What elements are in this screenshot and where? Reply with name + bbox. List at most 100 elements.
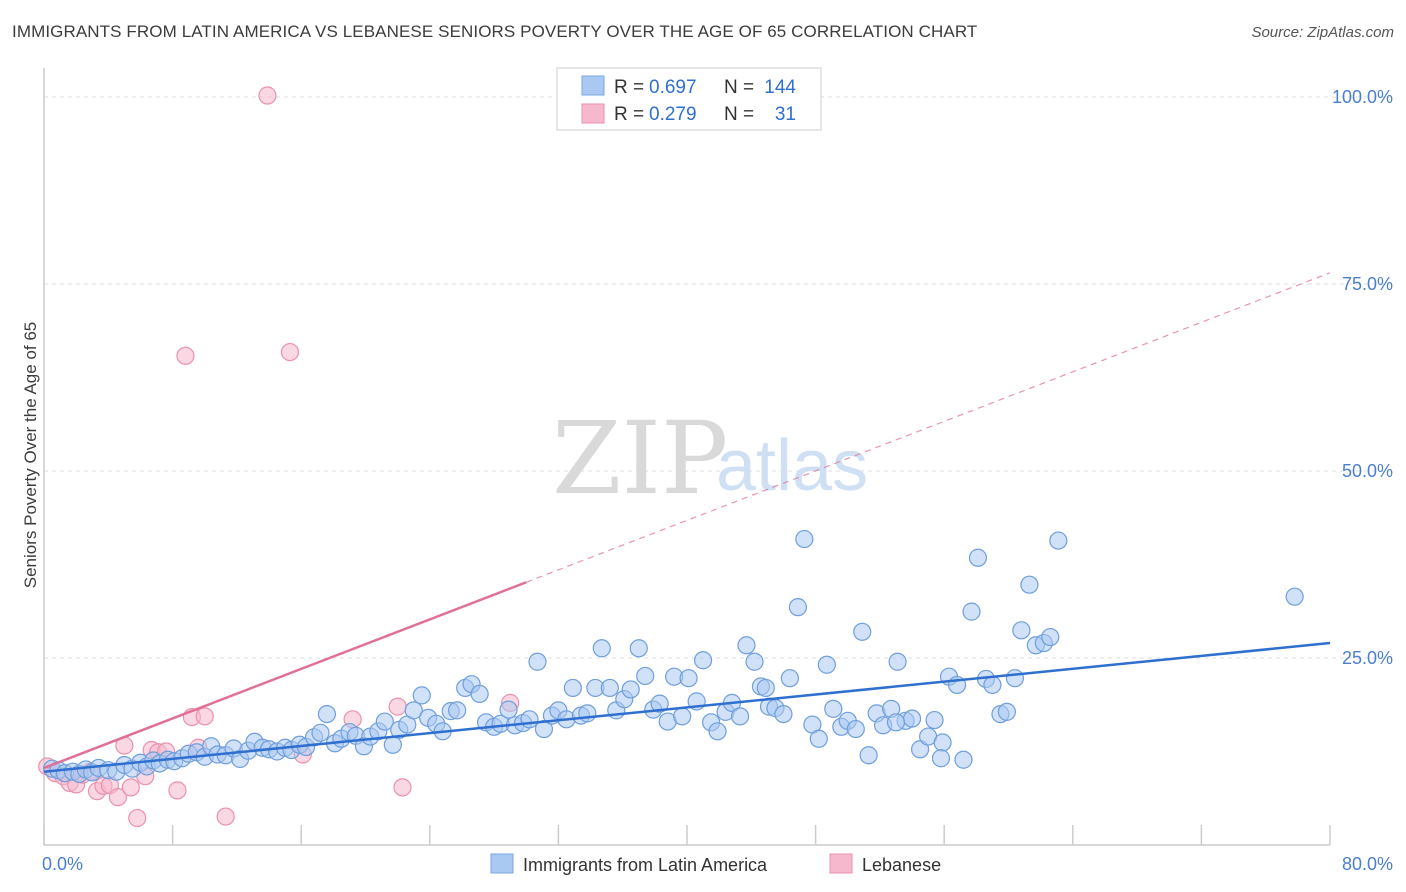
latin-america-point — [499, 700, 518, 719]
legend: R = 0.697 N = 144 R = 0.279 N = 31 — [556, 67, 822, 131]
legend-r-value-2: 0.279 — [649, 104, 697, 125]
chart-source: Source: ZipAtlas.com — [1251, 24, 1394, 41]
chart-title: IMMIGRANTS FROM LATIN AMERICA VS LEBANES… — [12, 22, 978, 41]
latin-america-point — [600, 678, 619, 698]
latin-america-point — [578, 704, 597, 723]
latin-america-point — [997, 702, 1016, 721]
bottom-legend-label-lebanese: Lebanese — [862, 855, 941, 875]
y-tick-label-2: 75.0% — [1342, 274, 1393, 294]
axes — [43, 68, 1331, 846]
latin-america-point — [774, 704, 793, 724]
lebanese-point — [168, 781, 187, 800]
latin-america-point — [730, 707, 750, 726]
latin-america-point — [933, 733, 952, 752]
latin-america-point — [679, 669, 698, 688]
trend-line-latin-america — [43, 641, 1331, 773]
legend-r-label-1: R = — [614, 77, 644, 98]
latin-america-point — [528, 652, 547, 671]
latin-america-point — [954, 750, 973, 769]
latin-america-point — [317, 704, 337, 724]
latin-america-point — [745, 652, 764, 671]
y-tick-label-3: 100.0% — [1332, 87, 1393, 107]
latin-america-point — [824, 699, 843, 718]
lebanese-point — [128, 808, 147, 828]
legend-r-label-2: R = — [614, 104, 644, 125]
watermark: ZIP atlas — [552, 400, 868, 517]
lebanese-point — [108, 788, 128, 807]
bottom-legend: Immigrants from Latin America Lebanese — [490, 853, 941, 875]
series-latin-america-points — [42, 529, 1304, 784]
latin-america-point — [621, 680, 640, 699]
latin-america-point — [968, 548, 988, 567]
latin-america-point — [1285, 587, 1304, 606]
latin-america-point — [1012, 621, 1031, 640]
latin-america-point — [636, 666, 655, 686]
latin-america-point — [983, 675, 1002, 695]
legend-n-value-2: 31 — [775, 104, 796, 125]
trend-lines — [43, 272, 1331, 773]
latin-america-point — [925, 710, 944, 730]
tick-labels: 25.0% 50.0% 75.0% 100.0% 0.0% 80.0% — [42, 87, 1393, 874]
latin-america-point — [650, 694, 669, 713]
latin-america-point — [448, 701, 467, 720]
lebanese-point — [121, 778, 140, 797]
latin-america-point — [693, 651, 713, 670]
lebanese-point — [388, 697, 407, 716]
latin-america-point — [817, 655, 836, 674]
latin-america-point — [375, 712, 394, 731]
latin-america-point — [859, 746, 878, 765]
latin-america-point — [673, 707, 692, 726]
y-tick-label-0: 25.0% — [1342, 648, 1393, 668]
lebanese-point — [393, 778, 412, 797]
watermark-zip: ZIP — [552, 400, 728, 517]
latin-america-point — [708, 722, 727, 741]
latin-america-point — [756, 678, 775, 698]
legend-n-label-2: N = — [724, 104, 754, 125]
latin-america-point — [404, 701, 423, 720]
latin-america-point — [931, 749, 951, 768]
latin-america-point — [962, 602, 981, 621]
latin-america-point — [853, 622, 872, 641]
lebanese-point — [176, 346, 195, 365]
latin-america-point — [1041, 627, 1060, 647]
latin-america-point — [412, 686, 431, 705]
latin-america-point — [902, 709, 922, 728]
latin-america-point — [1049, 531, 1068, 550]
latin-america-point — [520, 710, 539, 729]
latin-america-point — [888, 652, 907, 671]
bottom-legend-swatch-blue — [490, 853, 514, 874]
lebanese-point — [280, 342, 300, 362]
lebanese-point — [195, 707, 214, 726]
latin-america-point — [809, 729, 828, 748]
lebanese-point — [216, 807, 235, 826]
latin-america-point — [886, 713, 906, 732]
x-tick-label-0: 0.0% — [42, 854, 83, 874]
legend-swatch-pink — [581, 103, 605, 124]
latin-america-point — [737, 636, 756, 655]
latin-america-point — [846, 719, 865, 739]
latin-america-point — [788, 598, 808, 617]
gridlines — [44, 96, 1392, 659]
latin-america-point — [1020, 575, 1039, 594]
latin-america-point — [795, 529, 814, 549]
latin-america-point — [780, 669, 799, 688]
watermark-atlas: atlas — [716, 426, 868, 506]
bottom-legend-swatch-pink — [829, 853, 853, 874]
latin-america-point — [311, 723, 330, 742]
latin-america-point — [629, 639, 648, 658]
trend-line-lebanese-solid — [43, 581, 527, 770]
legend-r-value-1: 0.697 — [649, 77, 697, 98]
lebanese-point — [258, 86, 277, 105]
latin-america-point — [563, 678, 582, 698]
legend-n-value-1: 144 — [764, 77, 796, 98]
latin-america-point — [470, 684, 489, 704]
trend-line-lebanese-dashed — [526, 272, 1331, 583]
legend-swatch-blue — [581, 75, 605, 96]
latin-america-point — [1005, 669, 1025, 688]
latin-america-point — [592, 639, 611, 658]
bottom-legend-label-latin-america: Immigrants from Latin America — [523, 855, 768, 875]
legend-n-label-1: N = — [724, 77, 754, 98]
x-tick-label-1: 80.0% — [1342, 854, 1393, 874]
y-tick-label-1: 50.0% — [1342, 461, 1393, 481]
